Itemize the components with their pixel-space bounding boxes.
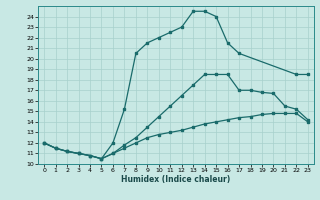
X-axis label: Humidex (Indice chaleur): Humidex (Indice chaleur): [121, 175, 231, 184]
